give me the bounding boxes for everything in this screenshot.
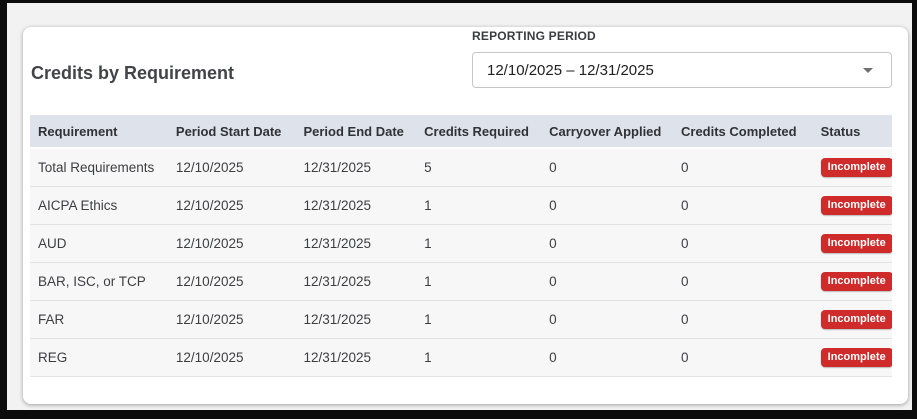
cell-period-start-date: 12/10/2025 bbox=[167, 338, 296, 377]
cell-requirement: BAR, ISC, or TCP bbox=[30, 262, 168, 301]
cell-carryover-applied: 0 bbox=[541, 338, 673, 377]
cell-period-start-date: 12/10/2025 bbox=[167, 186, 296, 225]
cell-credits-completed: 0 bbox=[673, 186, 813, 225]
cell-requirement: AUD bbox=[30, 224, 168, 263]
table-row: AUD 12/10/2025 12/31/2025 1 0 0 Incomple… bbox=[30, 224, 892, 263]
cell-period-end-date: 12/31/2025 bbox=[295, 186, 417, 225]
cell-credits-completed: 0 bbox=[673, 338, 813, 377]
cell-carryover-applied: 0 bbox=[541, 148, 673, 187]
cell-status: Incomplete bbox=[812, 186, 892, 225]
cell-period-start-date: 12/10/2025 bbox=[167, 262, 296, 301]
reporting-period-section: REPORTING PERIOD 12/10/2025 – 12/31/2025 bbox=[472, 29, 892, 88]
column-header-credits-required: Credits Required bbox=[416, 115, 542, 149]
column-header-period-start-date: Period Start Date bbox=[167, 115, 296, 149]
status-badge: Incomplete bbox=[820, 157, 892, 177]
cell-period-end-date: 12/31/2025 bbox=[295, 148, 417, 187]
status-badge: Incomplete bbox=[820, 271, 892, 291]
column-header-carryover-applied: Carryover Applied bbox=[541, 115, 673, 149]
cell-period-start-date: 12/10/2025 bbox=[167, 224, 296, 263]
cell-requirement: FAR bbox=[30, 300, 168, 339]
cell-carryover-applied: 0 bbox=[541, 300, 673, 339]
cell-period-end-date: 12/31/2025 bbox=[295, 224, 417, 263]
cell-credits-completed: 0 bbox=[673, 300, 813, 339]
table-header-row: Requirement Period Start Date Period End… bbox=[30, 115, 892, 149]
cell-carryover-applied: 0 bbox=[541, 186, 673, 225]
status-badge: Incomplete bbox=[820, 347, 892, 367]
table-row: FAR 12/10/2025 12/31/2025 1 0 0 Incomple… bbox=[30, 300, 892, 339]
cell-period-end-date: 12/31/2025 bbox=[295, 262, 417, 301]
cell-status: Incomplete bbox=[812, 224, 892, 263]
column-header-credits-completed: Credits Completed bbox=[673, 115, 813, 149]
cell-status: Incomplete bbox=[812, 262, 892, 301]
reporting-period-label: REPORTING PERIOD bbox=[472, 29, 596, 43]
cell-status: Incomplete bbox=[812, 338, 892, 377]
cell-credits-required: 1 bbox=[416, 338, 542, 377]
cell-period-start-date: 12/10/2025 bbox=[167, 300, 296, 339]
cell-credits-completed: 0 bbox=[673, 148, 813, 187]
cell-status: Incomplete bbox=[812, 148, 892, 187]
table-row: Total Requirements 12/10/2025 12/31/2025… bbox=[30, 148, 892, 187]
cell-credits-required: 1 bbox=[416, 224, 542, 263]
cell-credits-completed: 0 bbox=[673, 224, 813, 263]
column-header-requirement: Requirement bbox=[30, 115, 168, 149]
cell-period-end-date: 12/31/2025 bbox=[295, 300, 417, 339]
page-title: Credits by Requirement bbox=[31, 63, 235, 83]
cell-requirement: Total Requirements bbox=[30, 148, 168, 187]
column-header-period-end-date: Period End Date bbox=[295, 115, 417, 149]
cell-requirement: REG bbox=[30, 338, 168, 377]
cell-credits-required: 1 bbox=[416, 262, 542, 301]
credits-table: Requirement Period Start Date Period End… bbox=[30, 115, 892, 377]
credits-card: Credits by Requirement REPORTING PERIOD … bbox=[23, 27, 908, 404]
status-badge: Incomplete bbox=[820, 233, 892, 253]
cell-carryover-applied: 0 bbox=[541, 224, 673, 263]
page-background: Credits by Requirement REPORTING PERIOD … bbox=[7, 3, 912, 410]
cell-period-end-date: 12/31/2025 bbox=[295, 338, 417, 377]
cell-credits-completed: 0 bbox=[673, 262, 813, 301]
caret-down-icon bbox=[863, 67, 873, 73]
table-row: AICPA Ethics 12/10/2025 12/31/2025 1 0 0… bbox=[30, 186, 892, 225]
status-badge: Incomplete bbox=[820, 309, 892, 329]
column-header-status: Status bbox=[812, 115, 892, 149]
cell-period-start-date: 12/10/2025 bbox=[167, 148, 296, 187]
cell-credits-required: 1 bbox=[416, 186, 542, 225]
reporting-period-dropdown[interactable]: 12/10/2025 – 12/31/2025 bbox=[472, 52, 892, 88]
cell-credits-required: 1 bbox=[416, 300, 542, 339]
cell-status: Incomplete bbox=[812, 300, 892, 339]
cell-requirement: AICPA Ethics bbox=[30, 186, 168, 225]
cell-credits-required: 5 bbox=[416, 148, 542, 187]
table-row: BAR, ISC, or TCP 12/10/2025 12/31/2025 1… bbox=[30, 262, 892, 301]
reporting-period-value: 12/10/2025 – 12/31/2025 bbox=[487, 61, 654, 79]
status-badge: Incomplete bbox=[820, 195, 892, 215]
cell-carryover-applied: 0 bbox=[541, 262, 673, 301]
table-row: REG 12/10/2025 12/31/2025 1 0 0 Incomple… bbox=[30, 338, 892, 377]
